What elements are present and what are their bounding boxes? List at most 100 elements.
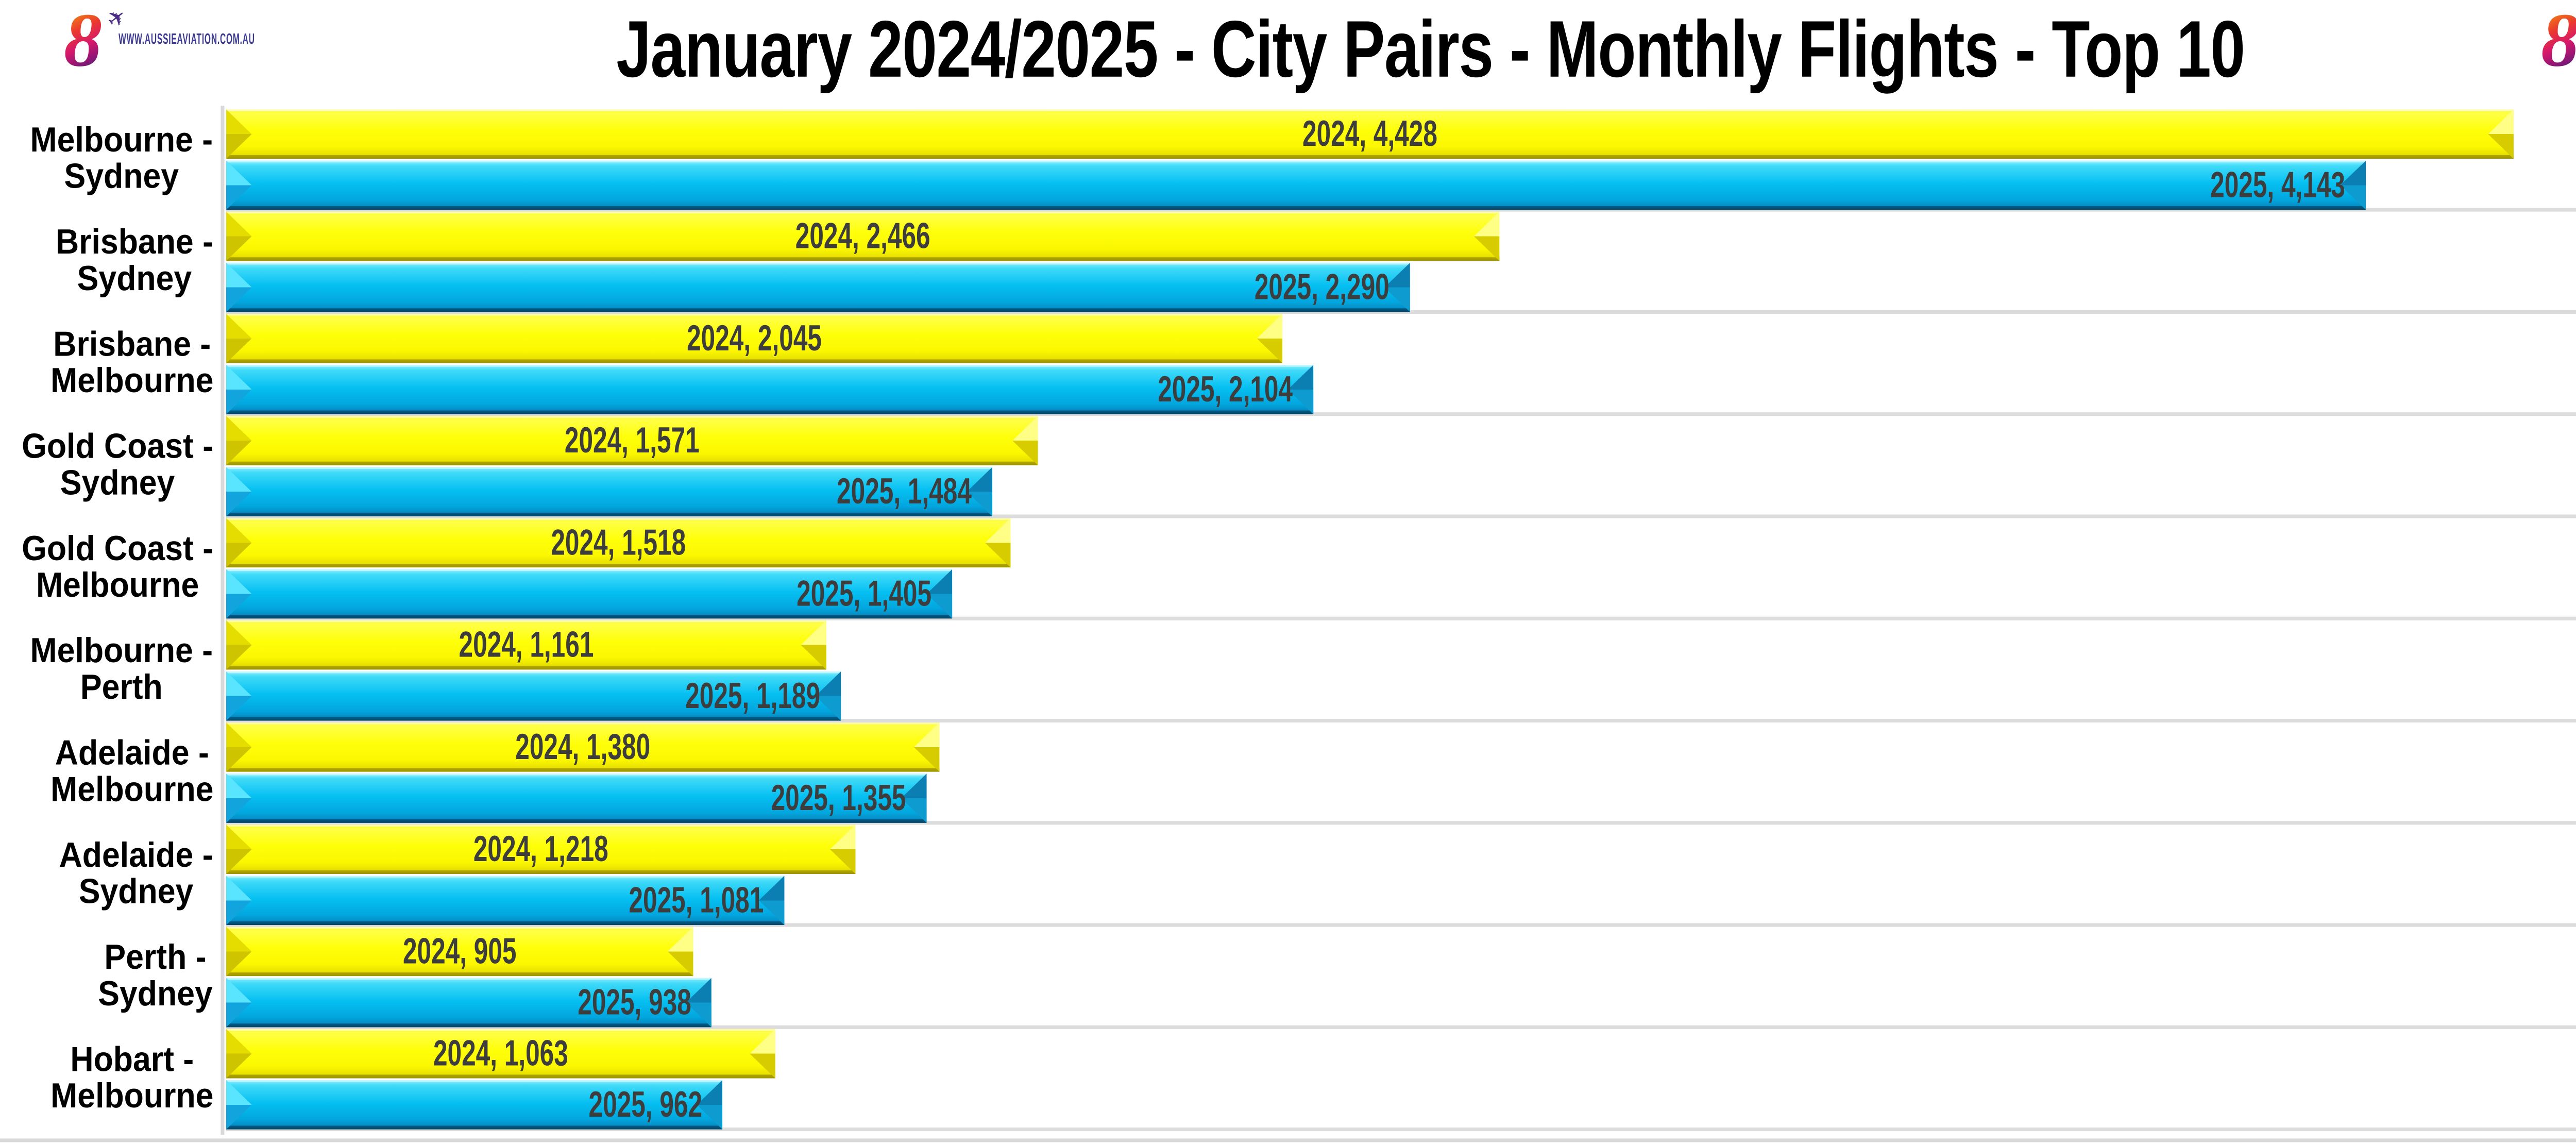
figure8-swirl-icon: 8 ✈	[2541, 4, 2576, 80]
bar-left-bevel	[226, 569, 252, 619]
bar-right-bevel	[985, 518, 1011, 568]
bar-2025-gold-coast-sydney: 2025, 1,484	[226, 467, 993, 516]
bar-left-bevel	[226, 262, 252, 312]
bar-2024-gold-coast-melbourne: 2024, 1,518	[226, 518, 1011, 568]
data-label-2024-hobart-melbourne: 2024, 1,063	[433, 1034, 568, 1075]
bar-left-bevel	[226, 211, 252, 261]
data-label-2024-gold-coast-sydney: 2024, 1,571	[564, 421, 700, 462]
bar-left-bevel	[226, 825, 252, 874]
data-label-2024-adelaide-sydney: 2024, 1,218	[473, 830, 608, 870]
bar-right-bevel	[1257, 313, 1283, 363]
group-separator-line	[226, 208, 2576, 212]
category-label-melbourne-perth: Melbourne - Perth	[30, 633, 214, 708]
bar-right-bevel	[667, 927, 693, 977]
bar-left-bevel	[226, 467, 252, 516]
group-separator-line	[226, 1025, 2576, 1029]
bar-left-bevel	[226, 620, 252, 670]
bar-2024-melbourne-perth: 2024, 1,161	[226, 620, 826, 670]
bar-right-bevel	[829, 825, 856, 874]
group-separator-line	[226, 514, 2576, 518]
bar-left-bevel	[226, 365, 252, 414]
bar-right-bevel	[2488, 109, 2514, 159]
aussie-aviation-logo: 8 ✈ WWW.AUSSIEAVIATION.COM.AU	[63, 0, 366, 84]
data-label-2025-perth-sydney: 2025, 938	[578, 983, 691, 1024]
data-label-2025-hobart-melbourne: 2025, 962	[588, 1085, 703, 1126]
bar-2025-melbourne-sydney: 2025, 4,143	[226, 160, 2366, 210]
category-label-melbourne-sydney: Melbourne - Sydney	[30, 122, 214, 197]
bar-2024-brisbane-sydney: 2024, 2,466	[226, 211, 1500, 261]
bar-left-bevel	[226, 160, 252, 210]
bar-right-bevel	[1012, 416, 1038, 465]
data-label-2025-melbourne-sydney: 2025, 4,143	[2211, 166, 2346, 207]
data-label-2025-brisbane-melbourne: 2025, 2,104	[1158, 370, 1294, 411]
bar-right-bevel	[1473, 211, 1500, 261]
chart-title: January 2024/2025 - City Pairs - Monthly…	[616, 5, 2245, 95]
bar-left-bevel	[226, 978, 252, 1028]
data-label-2025-adelaide-sydney: 2025, 1,081	[629, 881, 765, 922]
bar-2025-gold-coast-melbourne: 2025, 1,405	[226, 569, 953, 619]
category-axis-line	[221, 106, 225, 1135]
bar-2024-perth-sydney: 2024, 905	[226, 927, 693, 977]
bar-2024-hobart-melbourne: 2024, 1,063	[226, 1029, 775, 1079]
bar-2024-brisbane-melbourne: 2024, 2,045	[226, 313, 1283, 363]
bar-right-bevel	[913, 722, 940, 772]
bar-left-bevel	[226, 1080, 252, 1130]
category-label-brisbane-sydney: Brisbane - Sydney	[56, 224, 214, 299]
data-label-2025-gold-coast-sydney: 2025, 1,484	[837, 473, 973, 513]
aussie-aviation-logo: 8 ✈ WWW.AUSSIEAVIATION.COM.AU	[2541, 4, 2576, 80]
category-label-adelaide-melbourne: Adelaide - Melbourne	[50, 735, 214, 811]
bar-left-bevel	[226, 1029, 252, 1079]
bar-left-bevel	[226, 109, 252, 159]
category-label-adelaide-sydney: Adelaide - Sydney	[59, 837, 214, 913]
group-separator-line	[226, 310, 2576, 314]
bar-left-bevel	[226, 313, 252, 363]
category-label-brisbane-melbourne: Brisbane - Melbourne	[50, 326, 214, 401]
group-separator-line	[226, 718, 2576, 723]
group-separator-line	[226, 1128, 2576, 1132]
group-separator-line	[226, 923, 2576, 927]
website-url: WWW.AUSSIEAVIATION.COM.AU	[118, 31, 255, 48]
data-label-2024-brisbane-melbourne: 2024, 2,045	[687, 319, 822, 360]
bar-2025-perth-sydney: 2025, 938	[226, 978, 711, 1028]
bar-2024-adelaide-sydney: 2024, 1,218	[226, 825, 856, 874]
data-label-2024-melbourne-sydney: 2024, 4,428	[1302, 115, 1437, 155]
figure8-swirl-icon: 8 ✈	[63, 0, 132, 84]
bar-2025-hobart-melbourne: 2025, 962	[226, 1080, 723, 1130]
chart-title-area: January 2024/2025 - City Pairs - Monthly…	[0, 6, 2576, 97]
group-separator-line	[226, 616, 2576, 620]
data-label-2025-brisbane-sydney: 2025, 2,290	[1255, 268, 1390, 309]
bar-2025-melbourne-perth: 2025, 1,189	[226, 671, 841, 721]
bar-right-bevel	[801, 620, 826, 670]
bar-2025-adelaide-melbourne: 2025, 1,355	[226, 773, 927, 823]
bar-left-bevel	[226, 416, 252, 465]
data-label-2024-melbourne-perth: 2024, 1,161	[459, 626, 594, 666]
bar-left-bevel	[226, 773, 252, 823]
bar-left-bevel	[226, 671, 252, 721]
category-label-gold-coast-sydney: Gold Coast - Sydney	[22, 429, 214, 504]
bottom-border-line	[0, 1138, 2576, 1142]
bar-2025-brisbane-sydney: 2025, 2,290	[226, 262, 1410, 312]
bar-right-bevel	[750, 1029, 775, 1079]
bar-2024-adelaide-melbourne: 2024, 1,380	[226, 722, 940, 772]
data-label-2024-adelaide-melbourne: 2024, 1,380	[515, 728, 651, 768]
group-separator-line	[226, 412, 2576, 416]
bar-2024-melbourne-sydney: 2024, 4,428	[226, 109, 2514, 159]
bar-2024-gold-coast-sydney: 2024, 1,571	[226, 416, 1038, 465]
bar-2025-brisbane-melbourne: 2025, 2,104	[226, 365, 1314, 414]
bar-2025-adelaide-sydney: 2025, 1,081	[226, 876, 785, 926]
category-label-hobart-melbourne: Hobart - Melbourne	[50, 1041, 214, 1117]
group-separator-line	[226, 821, 2576, 825]
data-label-2024-gold-coast-melbourne: 2024, 1,518	[551, 524, 686, 564]
bar-left-bevel	[226, 518, 252, 568]
data-label-2025-adelaide-melbourne: 2025, 1,355	[771, 779, 907, 819]
category-label-perth-sydney: Perth - Sydney	[98, 939, 214, 1015]
bar-left-bevel	[226, 876, 252, 926]
bar-left-bevel	[226, 722, 252, 772]
data-label-2024-brisbane-sydney: 2024, 2,466	[795, 217, 930, 258]
category-label-gold-coast-melbourne: Gold Coast - Melbourne	[22, 531, 214, 606]
data-label-2025-melbourne-perth: 2025, 1,189	[686, 677, 821, 717]
data-label-2025-gold-coast-melbourne: 2025, 1,405	[797, 575, 933, 615]
data-label-2024-perth-sydney: 2024, 905	[402, 932, 517, 973]
